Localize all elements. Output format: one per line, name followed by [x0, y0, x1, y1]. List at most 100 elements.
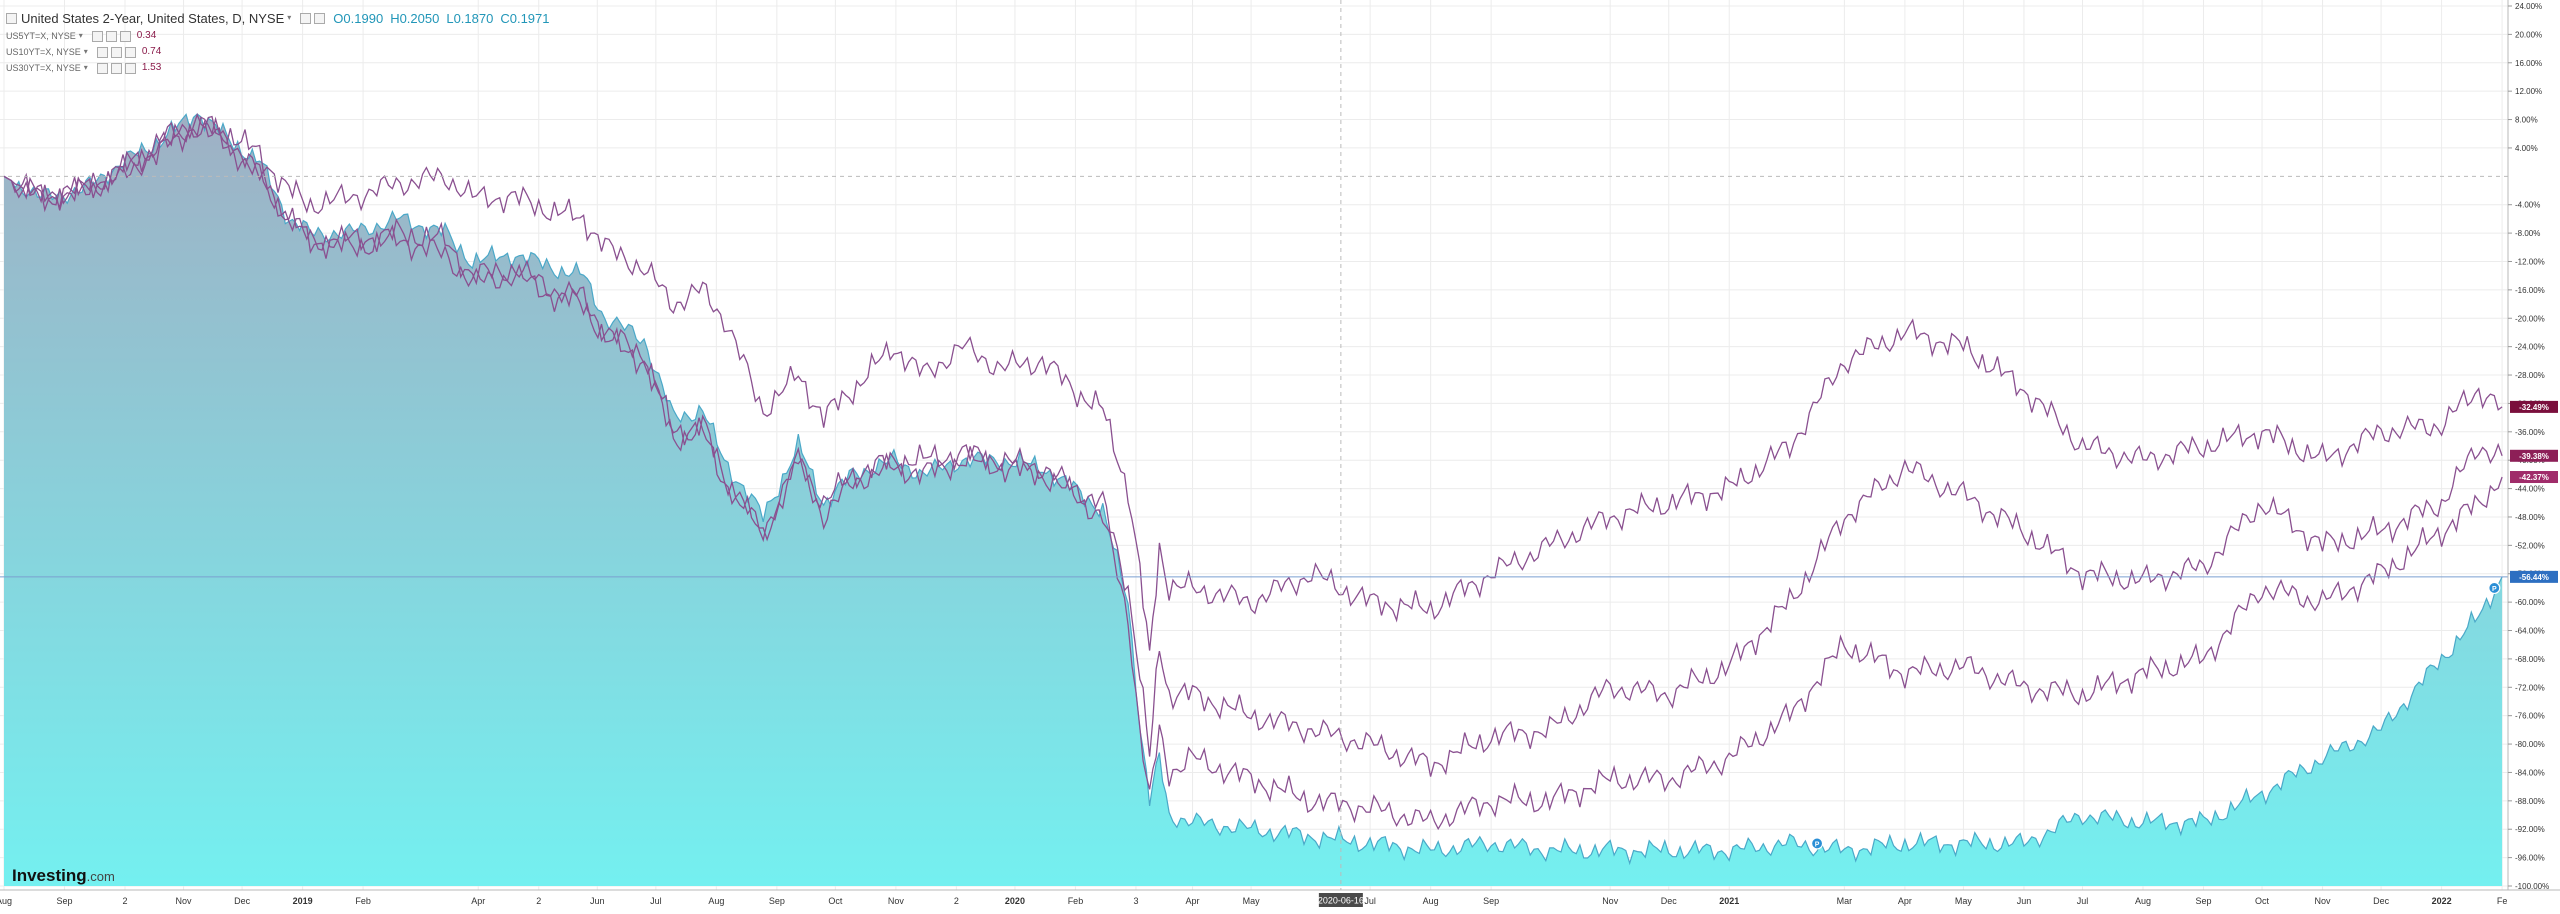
- last-value-box: [2510, 400, 2558, 413]
- y-tick-label: -4.00%: [2515, 201, 2540, 210]
- x-tick-label: Nov: [176, 896, 193, 906]
- y-tick-label: -24.00%: [2515, 343, 2545, 352]
- legend-main-row[interactable]: United States 2-Year, United States, D, …: [6, 8, 557, 28]
- chevron-down-icon[interactable]: ▾: [287, 13, 292, 22]
- x-tick-label: Dec: [234, 896, 251, 906]
- x-tick-label: May: [1243, 896, 1261, 906]
- y-tick-label: -68.00%: [2515, 655, 2545, 664]
- y-tick-label: -100.00%: [2515, 882, 2549, 891]
- last-value-labels: -32.49% -39.38% -42.37% -56.44%: [2510, 400, 2558, 583]
- y-tick-label: -84.00%: [2515, 768, 2545, 777]
- collapse-icon[interactable]: [6, 12, 17, 24]
- x-tick-label: 2: [122, 896, 127, 906]
- chevron-down-icon[interactable]: ▾: [83, 63, 88, 72]
- time-axis[interactable]: Aug Sep 2 Nov Dec 2019 Feb Apr 2 Jun Jul Aug Sep Oct N…: [0, 896, 2507, 906]
- legend-series-value: 1.53: [141, 62, 162, 73]
- x-tick-label: Sep: [769, 896, 785, 906]
- legend-high: H0.2050: [390, 10, 440, 26]
- y-tick-label: -96.00%: [2515, 854, 2545, 863]
- y-tick-label: -80.00%: [2515, 740, 2545, 749]
- x-tick-label: Aug: [1423, 896, 1439, 906]
- x-tick-label: Jun: [590, 896, 605, 906]
- x-tick-label: 2020: [1005, 896, 1025, 906]
- last-value-box: [2510, 471, 2558, 484]
- x-tick-label: Apr: [471, 896, 485, 906]
- compare-series-line: [3, 119, 2503, 831]
- chevron-down-icon[interactable]: ▾: [83, 47, 88, 56]
- last-value-box: [2510, 449, 2558, 462]
- x-tick-label: Mar: [1837, 896, 1853, 906]
- y-tick-label: -64.00%: [2515, 627, 2545, 636]
- compare-series-line: [3, 116, 2503, 651]
- event-marker-label: P: [2492, 586, 2497, 593]
- legend-close: C0.1971: [500, 10, 550, 26]
- y-tick-label: 12.00%: [2515, 87, 2542, 96]
- event-marker[interactable]: [1810, 837, 1824, 850]
- eye-icon[interactable]: [91, 30, 103, 42]
- investing-logo[interactable]: Investing.com: [12, 866, 115, 886]
- settings-icon[interactable]: [300, 12, 312, 24]
- legend-row-us5y[interactable]: US5YT=X, NYSE ▾ 0.34: [6, 28, 557, 44]
- x-tick-label: Nov: [2315, 896, 2332, 906]
- x-tick-label: May: [1955, 896, 1973, 906]
- legend-low: L0.1870: [446, 10, 494, 26]
- legend-series-name: US30YT=X, NYSE: [6, 62, 81, 73]
- x-tick-label: Apr: [1186, 896, 1200, 906]
- y-tick-label: -88.00%: [2515, 797, 2545, 806]
- x-tick-label: Jul: [650, 896, 662, 906]
- close-icon[interactable]: [124, 46, 136, 58]
- chevron-down-icon[interactable]: ▾: [78, 31, 83, 40]
- x-tick-label: Sep: [1483, 896, 1499, 906]
- event-marker[interactable]: [2488, 581, 2501, 595]
- logo-brand: Investing: [12, 866, 87, 885]
- crosshair-date-label: 2020-06-16: [1318, 896, 1364, 906]
- eye-icon[interactable]: [96, 62, 108, 74]
- eye-icon[interactable]: [96, 46, 108, 58]
- x-tick-label: 3: [1133, 896, 1138, 906]
- legend-series-name: US5YT=X, NYSE: [6, 30, 76, 41]
- price-axis-bg: [2508, 0, 2560, 890]
- close-icon[interactable]: [119, 30, 131, 42]
- last-value-label: -39.38%: [2519, 452, 2549, 461]
- x-tick-label: Sep: [2195, 896, 2211, 906]
- close-icon[interactable]: [124, 62, 136, 74]
- x-tick-label: 2: [954, 896, 959, 906]
- y-tick-label: -44.00%: [2515, 485, 2545, 494]
- legend-open: O0.1990: [333, 10, 384, 26]
- compare-series-line: [3, 112, 2503, 777]
- y-tick-label: 20.00%: [2515, 30, 2542, 39]
- y-tick-label: -16.00%: [2515, 286, 2545, 295]
- y-tick-label: -76.00%: [2515, 712, 2545, 721]
- last-value-label: -56.44%: [2519, 573, 2549, 582]
- x-tick-label: Dec: [1661, 896, 1678, 906]
- x-tick-label: Dec: [2373, 896, 2390, 906]
- close-icon[interactable]: [314, 12, 326, 24]
- y-tick-label: -12.00%: [2515, 257, 2545, 266]
- last-value-box: [2510, 570, 2558, 583]
- y-tick-label: 8.00%: [2515, 116, 2538, 125]
- x-tick-label: Feb: [1068, 896, 1084, 906]
- y-tick-label: -8.00%: [2515, 229, 2540, 238]
- legend: United States 2-Year, United States, D, …: [6, 8, 557, 76]
- event-markers[interactable]: PP: [1810, 581, 2501, 850]
- event-marker-label: P: [1815, 841, 1820, 848]
- y-tick-label: 16.00%: [2515, 59, 2542, 68]
- legend-row-us10y[interactable]: US10YT=X, NYSE ▾ 0.74: [6, 44, 557, 60]
- main-area: [3, 113, 2503, 886]
- last-value-label: -32.49%: [2519, 403, 2549, 412]
- legend-row-us30y[interactable]: US30YT=X, NYSE ▾ 1.53: [6, 60, 557, 76]
- settings-icon[interactable]: [110, 62, 122, 74]
- compare-lines: [3, 112, 2503, 831]
- x-tick-label: Fe: [2497, 896, 2508, 906]
- settings-icon[interactable]: [105, 30, 117, 42]
- y-tick-label: -36.00%: [2515, 428, 2545, 437]
- main-series-line: [3, 113, 2503, 866]
- y-tick-label: -20.00%: [2515, 314, 2545, 323]
- logo-suffix: .com: [86, 869, 115, 884]
- x-tick-label: Oct: [828, 896, 843, 906]
- x-tick-label: 2021: [1719, 896, 1739, 906]
- settings-icon[interactable]: [110, 46, 122, 58]
- y-tick-label: -60.00%: [2515, 598, 2545, 607]
- x-tick-label: Aug: [708, 896, 724, 906]
